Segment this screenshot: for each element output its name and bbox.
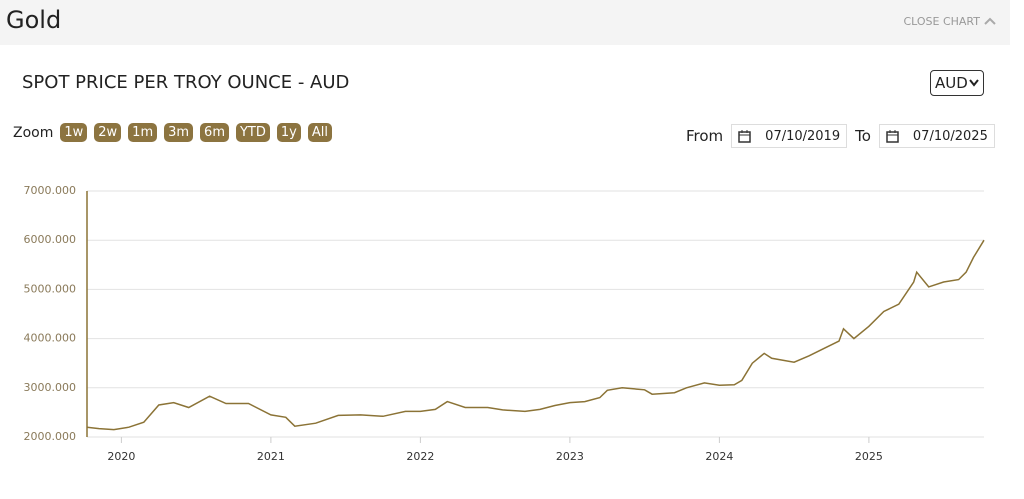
zoom-button[interactable]: 1y: [276, 123, 301, 142]
currency-select[interactable]: AUD: [930, 70, 984, 96]
close-chart[interactable]: CLOSE CHART: [903, 15, 980, 28]
calendar-icon: [886, 130, 899, 143]
to-date: 07/10/2025: [912, 128, 988, 144]
header-title: Gold: [6, 6, 62, 34]
to-label: To: [855, 127, 871, 145]
currency: AUD: [935, 74, 968, 92]
chevron: [984, 17, 996, 25]
date-range: From 07/10/2019 To 07/10/2025: [686, 124, 1003, 148]
y-tick-label: 4000.000: [24, 332, 77, 345]
price-line: [86, 239, 985, 431]
calendar-icon: [738, 130, 751, 143]
x-tick-label: 2024: [705, 450, 733, 463]
y-tick-label: 2000.000: [24, 430, 77, 443]
x-tick-label: 2022: [406, 450, 434, 463]
x-tick-label: 2025: [855, 450, 883, 463]
y-tick-label: 5000.000: [24, 282, 77, 295]
zoom-button[interactable]: 6m: [200, 123, 229, 142]
zoom-button[interactable]: 1m: [128, 123, 158, 142]
zoom-button[interactable]: 3m: [164, 123, 194, 142]
zoom-button[interactable]: YTD: [235, 123, 270, 142]
zoom-button[interactable]: All: [307, 123, 332, 142]
x-tick-label: 2021: [257, 450, 285, 463]
zoom-button[interactable]: 2w: [94, 123, 122, 142]
x-tick-label: 2023: [556, 450, 584, 463]
y-tick-label: 6000.000: [24, 233, 77, 246]
from-input[interactable]: 07/10/2019: [731, 124, 848, 148]
header: Gold CLOSE CHART: [0, 0, 1010, 45]
zoom-label: Zoom: [13, 124, 54, 141]
dropdown-arrow: [969, 79, 979, 87]
from-label: From: [686, 127, 724, 145]
y-tick-label: 3000.000: [24, 381, 77, 394]
y-tick-label: 7000.000: [24, 184, 77, 197]
x-tick-label: 2020: [107, 450, 135, 463]
chart-title: SPOT PRICE PER TROY OUNCE - AUD: [22, 72, 350, 93]
to-input[interactable]: 07/10/2025: [878, 124, 995, 148]
from-date: 07/10/2019: [765, 128, 841, 144]
zoom: Zoom 1w 2w 1m 3m 6m YTD 1y All: [13, 123, 332, 142]
zoom-button[interactable]: 1w: [60, 123, 88, 142]
